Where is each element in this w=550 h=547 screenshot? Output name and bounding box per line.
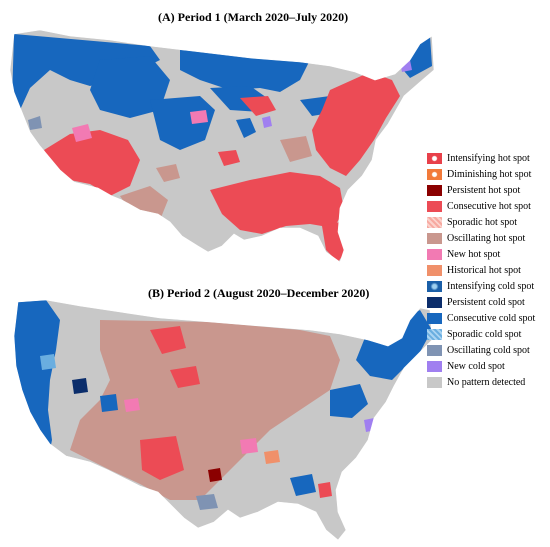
legend-item: Sporadic hot spot bbox=[427, 214, 550, 230]
cold-spot-southeast bbox=[290, 474, 316, 496]
legend-label: Diminishing hot spot bbox=[447, 168, 532, 180]
legend-label: Sporadic hot spot bbox=[447, 216, 517, 228]
legend-item: New hot spot bbox=[427, 246, 550, 262]
us-outline-b bbox=[13, 299, 433, 541]
us-outline-a bbox=[9, 29, 435, 263]
legend-swatch bbox=[427, 344, 442, 356]
legend-label: Oscillating hot spot bbox=[447, 232, 526, 244]
legend-label: Consecutive cold spot bbox=[447, 312, 536, 324]
legend-label: Sporadic cold spot bbox=[447, 328, 522, 340]
legend-item: Diminishing hot spot bbox=[427, 166, 550, 182]
legend-label: Intensifying hot spot bbox=[447, 152, 530, 164]
historical-hot-spot bbox=[264, 450, 280, 464]
legend-label: Oscillating cold spot bbox=[447, 344, 530, 356]
legend-item: Persistent cold spot bbox=[427, 294, 550, 310]
hot-spot-southeast bbox=[210, 172, 344, 234]
legend-swatch bbox=[427, 232, 442, 244]
new-hot-spot-b1 bbox=[240, 438, 258, 454]
legend-item: Intensifying cold spot bbox=[427, 278, 550, 294]
legend-swatch bbox=[427, 168, 442, 180]
legend-label: New cold spot bbox=[447, 360, 505, 372]
legend-item: Persistent hot spot bbox=[427, 182, 550, 198]
legend-swatch bbox=[427, 376, 442, 388]
cold-spot-northwest bbox=[12, 34, 160, 110]
cold-spot-rockies bbox=[90, 56, 170, 118]
hot-spot-georgia bbox=[318, 482, 332, 498]
legend-swatch bbox=[427, 264, 442, 276]
new-cold-spot-2 bbox=[262, 116, 272, 128]
legend-item: No pattern detected bbox=[427, 374, 550, 390]
hot-spot-texas-panhandle bbox=[140, 436, 184, 480]
legend-swatch bbox=[427, 312, 442, 324]
legend-swatch bbox=[427, 360, 442, 372]
new-cold-spot-b bbox=[364, 418, 376, 432]
panel-a-title: (A) Period 1 (March 2020–July 2020) bbox=[158, 10, 349, 24]
legend-swatch bbox=[427, 328, 442, 340]
legend-label: Consecutive hot spot bbox=[447, 200, 531, 212]
oscillating-hot-central bbox=[70, 320, 340, 500]
hot-spot-southwest bbox=[44, 130, 140, 196]
legend-label: Historical hot spot bbox=[447, 264, 521, 276]
oscillating-hot-east bbox=[280, 136, 312, 162]
oscillating-cold-south bbox=[196, 494, 218, 510]
new-hot-spot-2 bbox=[190, 110, 208, 124]
persistent-hot-spot bbox=[208, 468, 222, 482]
hot-spot-montana bbox=[150, 326, 186, 354]
legend-swatch bbox=[427, 280, 442, 292]
legend-swatch bbox=[427, 200, 442, 212]
legend-swatch bbox=[427, 248, 442, 260]
cold-spot-utah bbox=[100, 394, 118, 412]
legend-item: Oscillating hot spot bbox=[427, 230, 550, 246]
legend-swatch bbox=[427, 184, 442, 196]
cold-spot-small-1 bbox=[236, 118, 256, 138]
hot-spot-northeast bbox=[312, 72, 400, 176]
new-hot-spot-1 bbox=[72, 124, 92, 142]
legend-swatch bbox=[427, 216, 442, 228]
legend-swatch bbox=[427, 296, 442, 308]
legend-item: Consecutive hot spot bbox=[427, 198, 550, 214]
legend-label: New hot spot bbox=[447, 248, 501, 260]
oscillating-hot-small bbox=[156, 164, 180, 182]
legend-label: No pattern detected bbox=[447, 376, 526, 388]
legend-label: Persistent cold spot bbox=[447, 296, 525, 308]
legend-item: New cold spot bbox=[427, 358, 550, 374]
hot-spot-small bbox=[218, 150, 240, 166]
legend-item: Consecutive cold spot bbox=[427, 310, 550, 326]
oscillating-cold-spot bbox=[28, 116, 42, 130]
new-hot-spot-b2 bbox=[124, 398, 140, 412]
legend-item: Oscillating cold spot bbox=[427, 342, 550, 358]
legend-item: Intensifying hot spot bbox=[427, 150, 550, 166]
hot-spot-plains bbox=[170, 366, 200, 388]
cold-spot-northeast bbox=[356, 310, 432, 380]
map-legend: Intensifying hot spot Diminishing hot sp… bbox=[427, 150, 550, 390]
cold-spot-central bbox=[150, 96, 215, 150]
legend-label: Persistent hot spot bbox=[447, 184, 521, 196]
sporadic-cold-spot bbox=[40, 354, 56, 370]
persistent-cold-nevada bbox=[72, 378, 88, 394]
legend-label: Intensifying cold spot bbox=[447, 280, 535, 292]
panel-b-title: (B) Period 2 (August 2020–December 2020) bbox=[148, 286, 370, 300]
legend-swatch bbox=[427, 152, 442, 164]
cold-spot-mid-atlantic bbox=[330, 384, 368, 418]
cold-spot-west-coast bbox=[14, 300, 60, 450]
legend-item: Historical hot spot bbox=[427, 262, 550, 278]
hot-spot-chicago bbox=[240, 96, 276, 116]
legend-item: Sporadic cold spot bbox=[427, 326, 550, 342]
